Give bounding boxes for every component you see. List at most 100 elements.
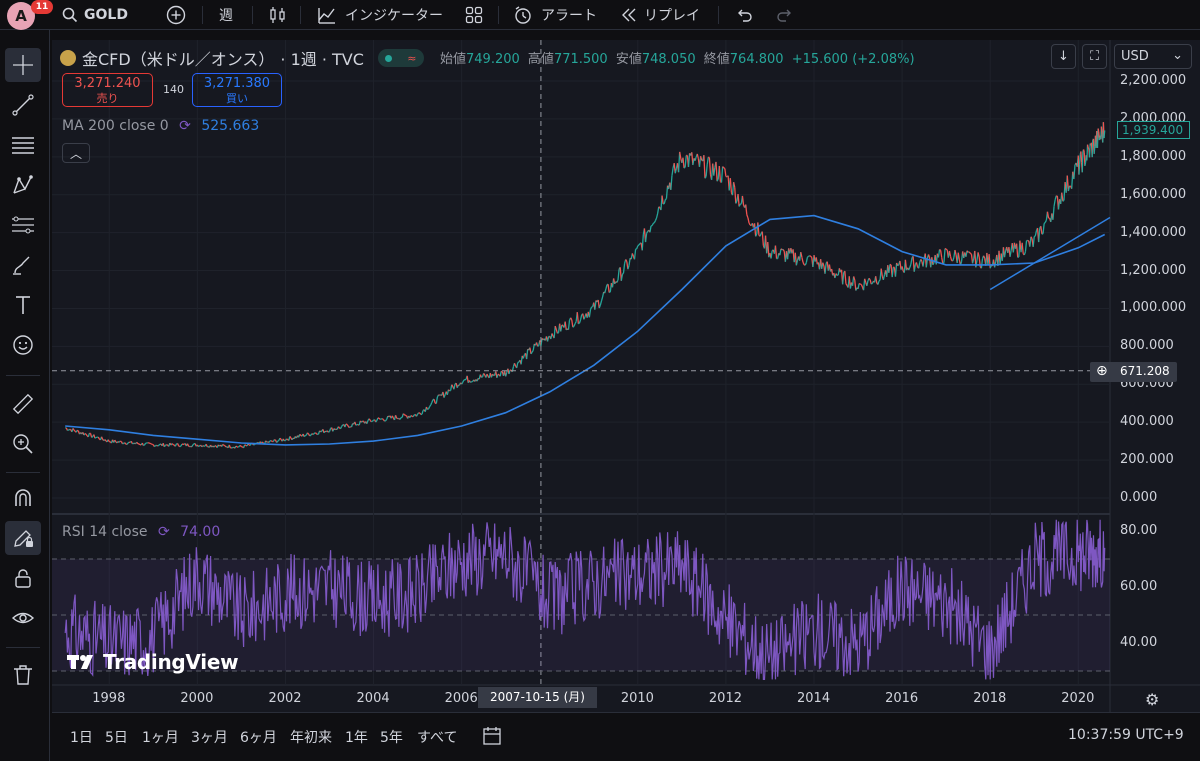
layouts-button[interactable] [465, 0, 483, 30]
price-segment [309, 434, 312, 437]
price-segment [205, 443, 208, 447]
undo-button[interactable] [735, 0, 753, 30]
settings-button[interactable]: ⚙ [1145, 690, 1159, 709]
fib-tool[interactable] [5, 128, 41, 162]
emoji-tool[interactable] [5, 328, 41, 362]
range-button[interactable]: 5年 [380, 730, 403, 746]
price-segment [937, 249, 941, 258]
user-avatar[interactable]: A 11 [7, 0, 53, 30]
currency-label: USD [1121, 49, 1149, 64]
price-segment [1033, 235, 1036, 238]
price-segment [957, 252, 961, 260]
price-segment [713, 167, 716, 176]
price-segment [646, 231, 649, 234]
price-segment [339, 426, 343, 430]
lock-tool[interactable] [5, 561, 41, 595]
remove-drawings-tool[interactable] [5, 658, 41, 692]
tradingview-logo: TradingView [67, 650, 239, 674]
sidebar-divider [6, 375, 40, 376]
redo-icon [777, 9, 791, 22]
measure-tool[interactable] [5, 387, 41, 421]
crosshair-tool[interactable] [5, 48, 41, 82]
pattern-tool[interactable] [5, 168, 41, 202]
sell-button[interactable]: 3,271.240 売り [62, 73, 153, 107]
range-button[interactable]: 1ヶ月 [142, 730, 179, 746]
sidebar-divider [6, 472, 40, 473]
buy-button[interactable]: 3,271.380 買い [192, 73, 282, 107]
price-segment [117, 440, 120, 443]
price-tick-label: 1,000.000 [1120, 300, 1187, 316]
price-segment [677, 151, 681, 173]
symbol-legend[interactable]: 金CFD（米ドル／オンス） · 1週 · TVC ≈ [60, 46, 424, 70]
price-segment [119, 440, 122, 443]
price-segment [228, 444, 231, 449]
change-value: +15.600 (+2.08%) [791, 52, 915, 67]
price-segment [447, 389, 450, 392]
price-segment [782, 249, 785, 252]
price-segment [718, 166, 722, 182]
hide-drawings-tool[interactable] [5, 601, 41, 635]
range-button[interactable]: すべて [417, 730, 458, 746]
price-segment [808, 255, 810, 257]
price-segment [757, 222, 760, 236]
price-segment [192, 443, 195, 446]
price-segment [663, 199, 666, 205]
price-segment [1027, 239, 1030, 242]
search-icon [62, 7, 78, 23]
redo-button[interactable] [776, 0, 794, 30]
time-tick-label: 2020 [1061, 691, 1095, 706]
indicators-icon [318, 8, 335, 24]
price-segment [982, 255, 986, 259]
ma-legend[interactable]: MA 200 close 0 ⟳ 525.663 [62, 118, 259, 134]
range-button[interactable]: 1日 [70, 730, 93, 746]
time-tick-label: 2000 [180, 691, 214, 706]
price-segment [525, 349, 529, 360]
download-button[interactable]: ↓ [1051, 44, 1076, 69]
price-segment [664, 198, 667, 201]
forecast-tool[interactable] [5, 208, 41, 242]
interval-button[interactable]: 週 [219, 8, 233, 24]
add-circle-icon[interactable]: ⊕ [1096, 363, 1108, 379]
price-segment [651, 223, 654, 226]
alert-button[interactable]: アラート [513, 0, 597, 30]
crosshair-price: 671.208 [1120, 364, 1170, 378]
brush-tool[interactable] [5, 248, 41, 282]
range-button[interactable]: 3ヶ月 [191, 730, 228, 746]
trend-line-tool[interactable] [5, 88, 41, 122]
rsi-legend[interactable]: RSI 14 close ⟳ 74.00 [62, 524, 220, 540]
price-segment [94, 436, 97, 439]
price-segment [265, 440, 268, 443]
indicators-button[interactable]: インジケーター [317, 0, 443, 30]
chart-type-button[interactable] [268, 0, 288, 30]
lock-drawing-tool[interactable] [5, 521, 41, 555]
sell-price: 3,271.240 [74, 76, 141, 91]
clock[interactable]: 10:37:59 UTC+9 [1068, 727, 1184, 743]
symbol-search-button[interactable]: GOLD [62, 0, 128, 30]
text-tool[interactable] [5, 288, 41, 322]
price-segment [436, 394, 440, 398]
replay-button[interactable]: リプレイ [620, 0, 700, 30]
currency-select[interactable]: USD ⌄ [1114, 44, 1192, 69]
collapse-legend-button[interactable]: ︿ [62, 143, 90, 163]
range-button[interactable]: 1年 [345, 730, 368, 746]
price-segment [178, 445, 181, 448]
price-segment [276, 440, 279, 443]
goto-date-button[interactable] [482, 725, 504, 751]
price-segment [589, 306, 593, 310]
price-segment [102, 438, 105, 442]
price-segment [402, 413, 405, 416]
magnet-tool[interactable] [5, 481, 41, 515]
compare-symbol-button[interactable] [166, 0, 186, 30]
buy-label: 買い [226, 92, 248, 105]
last-price-tag: 1,939.400 [1117, 121, 1190, 139]
range-button[interactable]: 年初来 [290, 730, 332, 746]
price-segment [703, 155, 706, 179]
price-segment [658, 206, 661, 209]
range-button[interactable]: 6ヶ月 [240, 730, 277, 746]
fullscreen-button[interactable]: ⛶ [1082, 44, 1107, 69]
range-button[interactable]: 5日 [105, 730, 128, 746]
price-segment [835, 273, 838, 276]
zoom-tool[interactable] [5, 427, 41, 461]
price-segment [732, 182, 736, 188]
